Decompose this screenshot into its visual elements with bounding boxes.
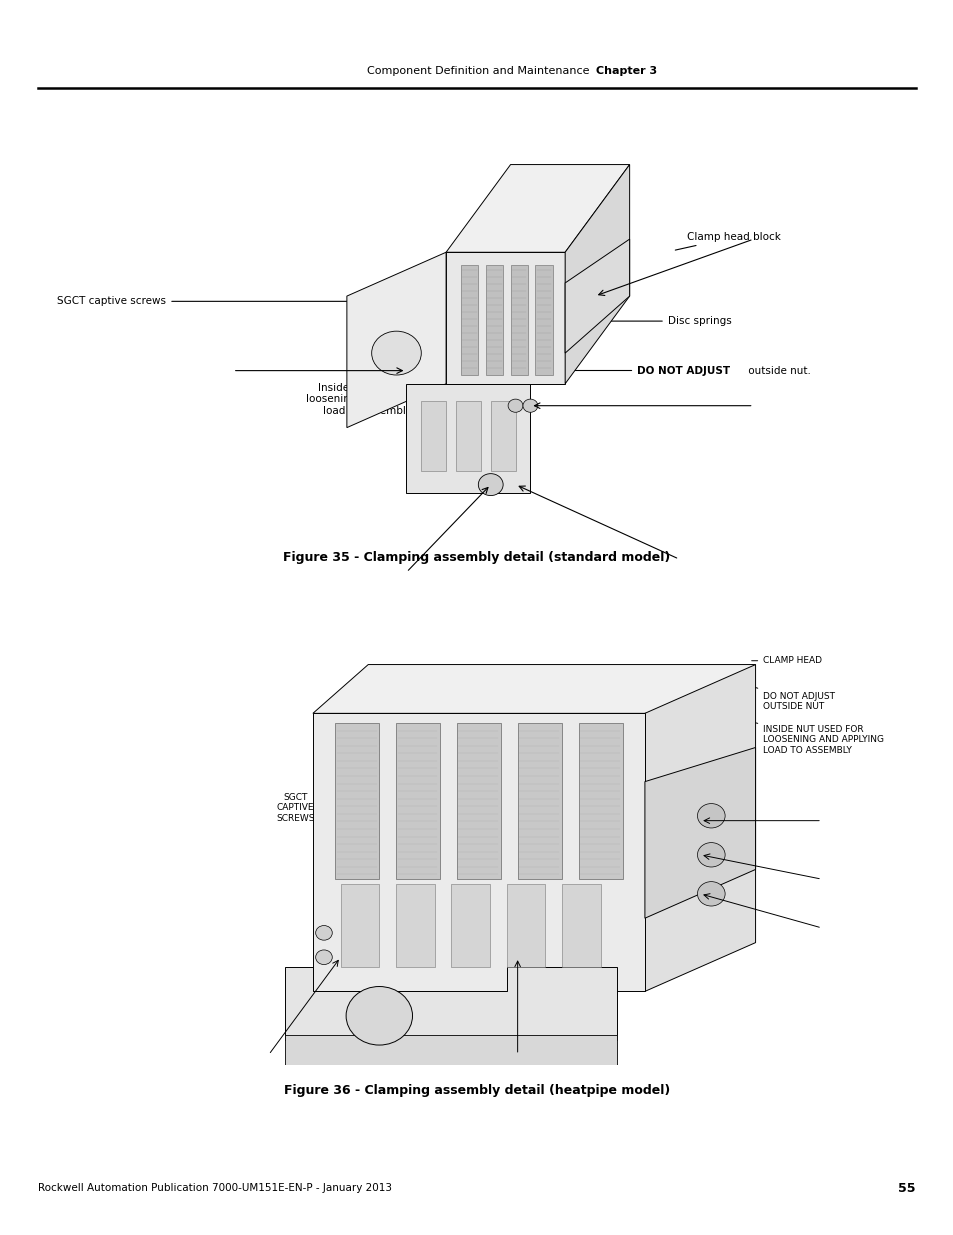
Bar (535, 266, 552, 375)
Polygon shape (313, 664, 755, 714)
Text: SGCT captive screws: SGCT captive screws (57, 296, 355, 306)
Bar (460, 266, 477, 375)
Bar (395, 724, 439, 879)
Bar (340, 884, 379, 967)
Circle shape (697, 842, 724, 867)
Bar (313, 714, 644, 992)
Polygon shape (446, 164, 629, 252)
Circle shape (315, 925, 332, 940)
Polygon shape (406, 384, 530, 494)
Polygon shape (564, 164, 629, 384)
Polygon shape (564, 240, 629, 353)
Circle shape (697, 804, 724, 827)
Bar (517, 724, 561, 879)
Bar (490, 401, 515, 472)
Polygon shape (644, 747, 755, 919)
Bar (456, 724, 500, 879)
Bar (485, 266, 502, 375)
Polygon shape (347, 252, 446, 427)
Circle shape (477, 474, 502, 495)
Bar (451, 884, 490, 967)
Polygon shape (446, 252, 564, 384)
Bar (395, 884, 435, 967)
Text: Component Definition and Maintenance: Component Definition and Maintenance (367, 65, 589, 77)
Text: outside nut.: outside nut. (744, 366, 810, 375)
Text: DO NOT ADJUST: DO NOT ADJUST (637, 366, 730, 375)
Text: CLAMP HEAD: CLAMP HEAD (751, 656, 821, 666)
Circle shape (697, 882, 724, 906)
Bar (285, 1035, 617, 1065)
Text: 55: 55 (898, 1182, 915, 1194)
Text: INSIDE NUT USED FOR
LOOSENING AND APPLYING
LOAD TO ASSEMBLY: INSIDE NUT USED FOR LOOSENING AND APPLYI… (741, 720, 883, 755)
Text: DISC
SPRINGS: DISC SPRINGS (495, 756, 535, 798)
Text: Disc springs: Disc springs (608, 316, 731, 326)
Bar (506, 884, 545, 967)
Circle shape (372, 331, 421, 375)
Text: Figure 35 - Clamping assembly detail (standard model): Figure 35 - Clamping assembly detail (st… (283, 551, 670, 564)
Text: Chapter 3: Chapter 3 (596, 65, 657, 77)
Text: Rockwell Automation Publication 7000-UM151E-EN-P - January 2013: Rockwell Automation Publication 7000-UM1… (38, 1183, 392, 1193)
Polygon shape (644, 664, 755, 992)
Circle shape (508, 399, 522, 412)
Bar (421, 401, 446, 472)
Bar (578, 724, 622, 879)
Polygon shape (285, 967, 617, 1040)
Text: DO NOT ADJUST
OUTSIDE NUT: DO NOT ADJUST OUTSIDE NUT (751, 687, 834, 711)
Text: Figure 36 - Clamping assembly detail (heatpipe model): Figure 36 - Clamping assembly detail (he… (284, 1084, 669, 1098)
Circle shape (346, 987, 412, 1045)
Bar (561, 884, 600, 967)
Circle shape (522, 399, 537, 412)
Bar (456, 401, 480, 472)
Bar (510, 266, 527, 375)
Text: SGCT
CAPTIVE
SCREWS: SGCT CAPTIVE SCREWS (276, 773, 343, 823)
Text: Inside nut used for
loosening and applying
load to assembly: Inside nut used for loosening and applyi… (306, 369, 461, 416)
Circle shape (315, 950, 332, 965)
Bar (335, 724, 379, 879)
Text: Clamp head block: Clamp head block (675, 232, 780, 251)
